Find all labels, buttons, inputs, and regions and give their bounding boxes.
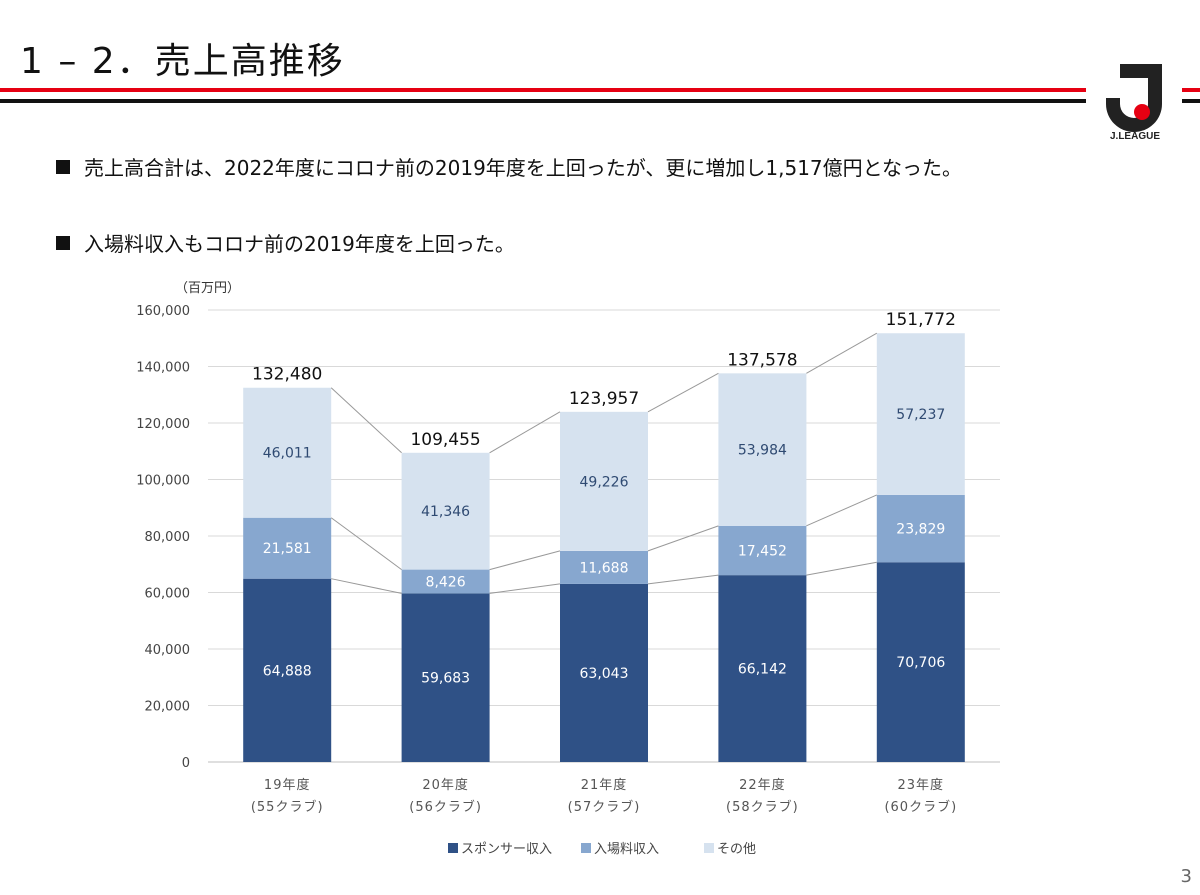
data-label: 23,829 [896,522,945,538]
legend-label: その他 [717,842,756,857]
y-tick-label: 60,000 [145,587,191,602]
y-tick-label: 100,000 [136,474,190,489]
series-lines [330,387,402,454]
x-tick-sublabel: (60クラブ) [884,799,957,815]
page-number: 3 [1180,866,1192,887]
series-lines [806,494,878,527]
x-tick-sublabel: (55クラブ) [251,799,324,815]
total-label: 132,480 [252,365,322,385]
y-tick-label: 40,000 [145,643,191,658]
bar-segment [876,333,965,495]
bar-segment [560,550,648,584]
legend-swatch [448,843,458,853]
series-lines [647,574,719,585]
bar-segment [243,517,332,579]
series-lines [331,578,402,594]
header-black-rule-right [1182,99,1200,103]
y-tick-label: 120,000 [136,417,190,432]
bar-segment [718,525,807,576]
data-label: 53,984 [738,443,787,459]
bar-segment [876,494,965,563]
x-tick-label: 20年度 [422,777,469,793]
data-label: 64,888 [263,663,312,679]
total-label: 123,957 [569,389,639,409]
data-label: 49,226 [580,474,629,490]
y-tick-label: 140,000 [136,361,190,376]
total-label: 137,578 [727,350,797,370]
series-lines [330,517,402,570]
bar-segment [718,373,807,526]
y-tick-label: 0 [182,756,190,771]
bullet-2: 入場料収入もコロナ前の2019年度を上回った。 [56,228,1096,260]
jleague-logo: J.LEAGUE [1106,64,1162,142]
x-tick-sublabel: (57クラブ) [568,799,641,815]
series-lines [806,561,877,576]
data-label: 41,346 [421,504,470,520]
header-red-rule-right [1182,88,1200,92]
series-lines [489,550,561,571]
legend-label: 入場料収入 [594,842,659,857]
data-label: 63,043 [580,666,629,682]
legend-swatch [581,843,591,853]
data-label: 8,426 [426,574,466,590]
bullet-text: 入場料収入もコロナ前の2019年度を上回った。 [84,232,515,256]
bar-segment [243,578,332,762]
x-tick-label: 23年度 [898,777,945,793]
x-tick-label: 21年度 [581,777,628,793]
page-title: 1 – 2．売上高推移 [20,41,345,82]
bullet-1: 売上高合計は、2022年度にコロナ前の2019年度を上回ったが、更に増加し1,5… [56,152,1096,184]
data-label: 11,688 [580,560,629,576]
y-tick-label: 80,000 [145,530,191,545]
data-label: 46,011 [263,446,312,462]
bar-segment [560,411,648,551]
bar-segment [876,562,965,762]
x-tick-label: 22年度 [739,777,786,793]
bar-segment [560,583,648,762]
data-label: 57,237 [896,407,945,423]
legend-swatch [704,843,714,853]
data-label: 21,581 [263,541,312,557]
bar-segment [718,575,807,762]
legend-label: スポンサー収入 [461,842,552,857]
data-label: 66,142 [738,662,787,678]
data-label: 59,683 [421,671,470,687]
bar-segment [243,387,332,518]
bar-segment [401,593,490,762]
x-tick-sublabel: (56クラブ) [409,799,482,815]
bullet-text: 売上高合計は、2022年度にコロナ前の2019年度を上回ったが、更に増加し1,5… [84,156,963,180]
x-tick-label: 19年度 [264,777,311,793]
series-lines [647,372,719,413]
bar-segment [401,569,490,594]
y-tick-label: 20,000 [145,700,191,715]
header-black-rule [0,99,1086,103]
series-lines [489,411,561,454]
data-label: 17,452 [738,543,787,559]
data-label: 70,706 [896,655,945,671]
total-label: 109,455 [410,430,480,450]
y-tick-label: 160,000 [136,304,190,319]
series-lines [647,525,719,552]
x-tick-sublabel: (58クラブ) [726,799,799,815]
svg-text:J.LEAGUE: J.LEAGUE [1110,131,1160,142]
bar-segment [401,452,490,570]
total-label: 151,772 [886,310,956,330]
header-red-rule [0,88,1086,92]
series-lines [806,332,878,374]
series-lines [489,583,561,594]
y-axis-label: （百万円） [175,281,240,296]
